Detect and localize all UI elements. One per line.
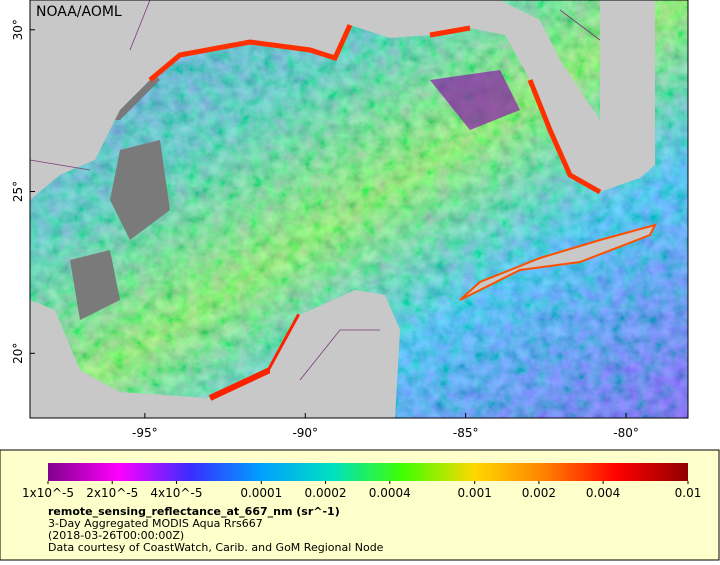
y-tick-label: 20° (11, 343, 25, 364)
source-label: NOAA/AOML (36, 4, 122, 20)
legend-line: 3-Day Aggregated MODIS Aqua Rrs667 (48, 517, 263, 530)
variable-name: remote_sensing_reflectance_at_667_nm (sr… (48, 505, 340, 518)
colorbar (48, 463, 688, 481)
x-tick-label: -85° (453, 426, 479, 440)
cuba (459, 223, 657, 301)
x-tick-label: -80° (613, 426, 639, 440)
colorbar-tick-label: 0.004 (586, 486, 620, 500)
legend-line: Data courtesy of CoastWatch, Carib. and … (48, 541, 384, 554)
y-tick-label: 30° (11, 19, 25, 40)
colorbar-tick-label: 2x10^-5 (86, 486, 138, 500)
low-values (430, 70, 520, 130)
colorbar-tick-label: 0.01 (675, 486, 702, 500)
colorbar-tick-label: 4x10^-5 (150, 486, 202, 500)
colorbar-tick-label: 0.001 (457, 486, 491, 500)
yucatan (270, 290, 400, 418)
colorbar-tick-label: 0.0002 (305, 486, 347, 500)
legend-line: (2018-03-26T00:00:00Z) (48, 529, 184, 542)
colorbar-tick-label: 0.0001 (240, 486, 282, 500)
x-tick-label: -90° (292, 426, 318, 440)
colorbar-tick-label: 1x10^-5 (22, 486, 74, 500)
x-tick-label: -95° (132, 426, 158, 440)
borders (30, 0, 601, 381)
map (30, 0, 688, 418)
colorbar-tick-label: 0.002 (522, 486, 556, 500)
y-tick-label: 25° (11, 181, 25, 202)
coastal-high (148, 23, 602, 195)
colorbar-tick-label: 0.0004 (369, 486, 411, 500)
map-frame (29, 0, 689, 419)
